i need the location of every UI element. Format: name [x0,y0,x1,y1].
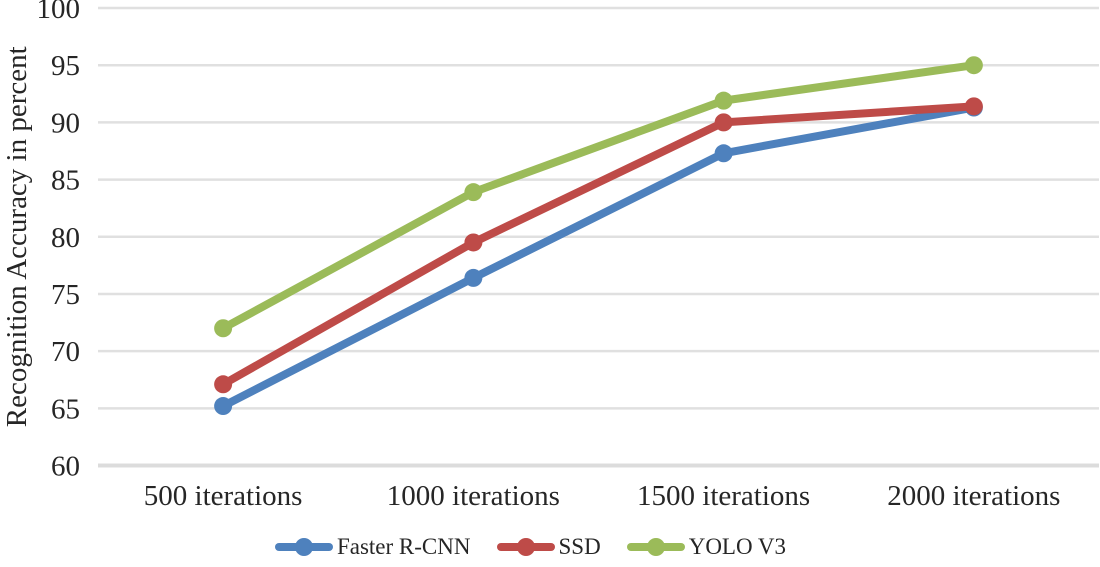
legend-label: Faster R-CNN [336,534,471,559]
data-point-marker [214,375,233,394]
data-point-marker [214,319,233,338]
data-point-marker [714,144,733,163]
legend-item-faster-r-cnn: Faster R-CNN [274,534,471,560]
y-tick-label: 90 [51,107,80,139]
series-line-ssd [219,102,978,389]
chart-legend: Faster R-CNN SSD YOLO V3 [0,534,1080,560]
y-tick-label: 85 [51,165,80,197]
data-point-marker [214,397,233,416]
y-tick-label: 80 [51,222,80,254]
y-tick-label: 65 [51,393,80,425]
legend-item-yolo-v3: YOLO V3 [626,534,786,560]
data-point-marker [714,91,733,110]
legend-label: YOLO V3 [688,534,787,559]
legend-marker [626,538,685,556]
y-tick-label: 100 [37,0,81,25]
data-point-marker [964,56,983,75]
y-tick-label: 70 [51,336,80,368]
y-tick-label: 60 [51,451,80,483]
y-tick-label: 75 [51,279,80,311]
data-point-marker [464,183,483,202]
x-tick-label: 1000 iterations [387,480,560,512]
y-tick-label: 95 [51,50,80,82]
x-tick-label: 1500 iterations [637,480,810,512]
y-axis-title: Recognition Accuracy in percent [1,46,33,427]
data-point-marker [964,97,983,116]
legend-label: SSD [558,534,601,559]
series-line-yolo-v3 [219,61,978,333]
x-tick-label: 2000 iterations [887,480,1060,512]
series-line-faster-r-cnn [219,103,978,411]
legend-marker [274,538,333,556]
x-tick-label: 500 iterations [144,480,303,512]
legend-item-ssd: SSD [496,534,601,560]
data-point-marker [714,113,733,132]
data-point-marker [464,268,483,287]
legend-marker [496,538,555,556]
data-point-marker [464,233,483,252]
